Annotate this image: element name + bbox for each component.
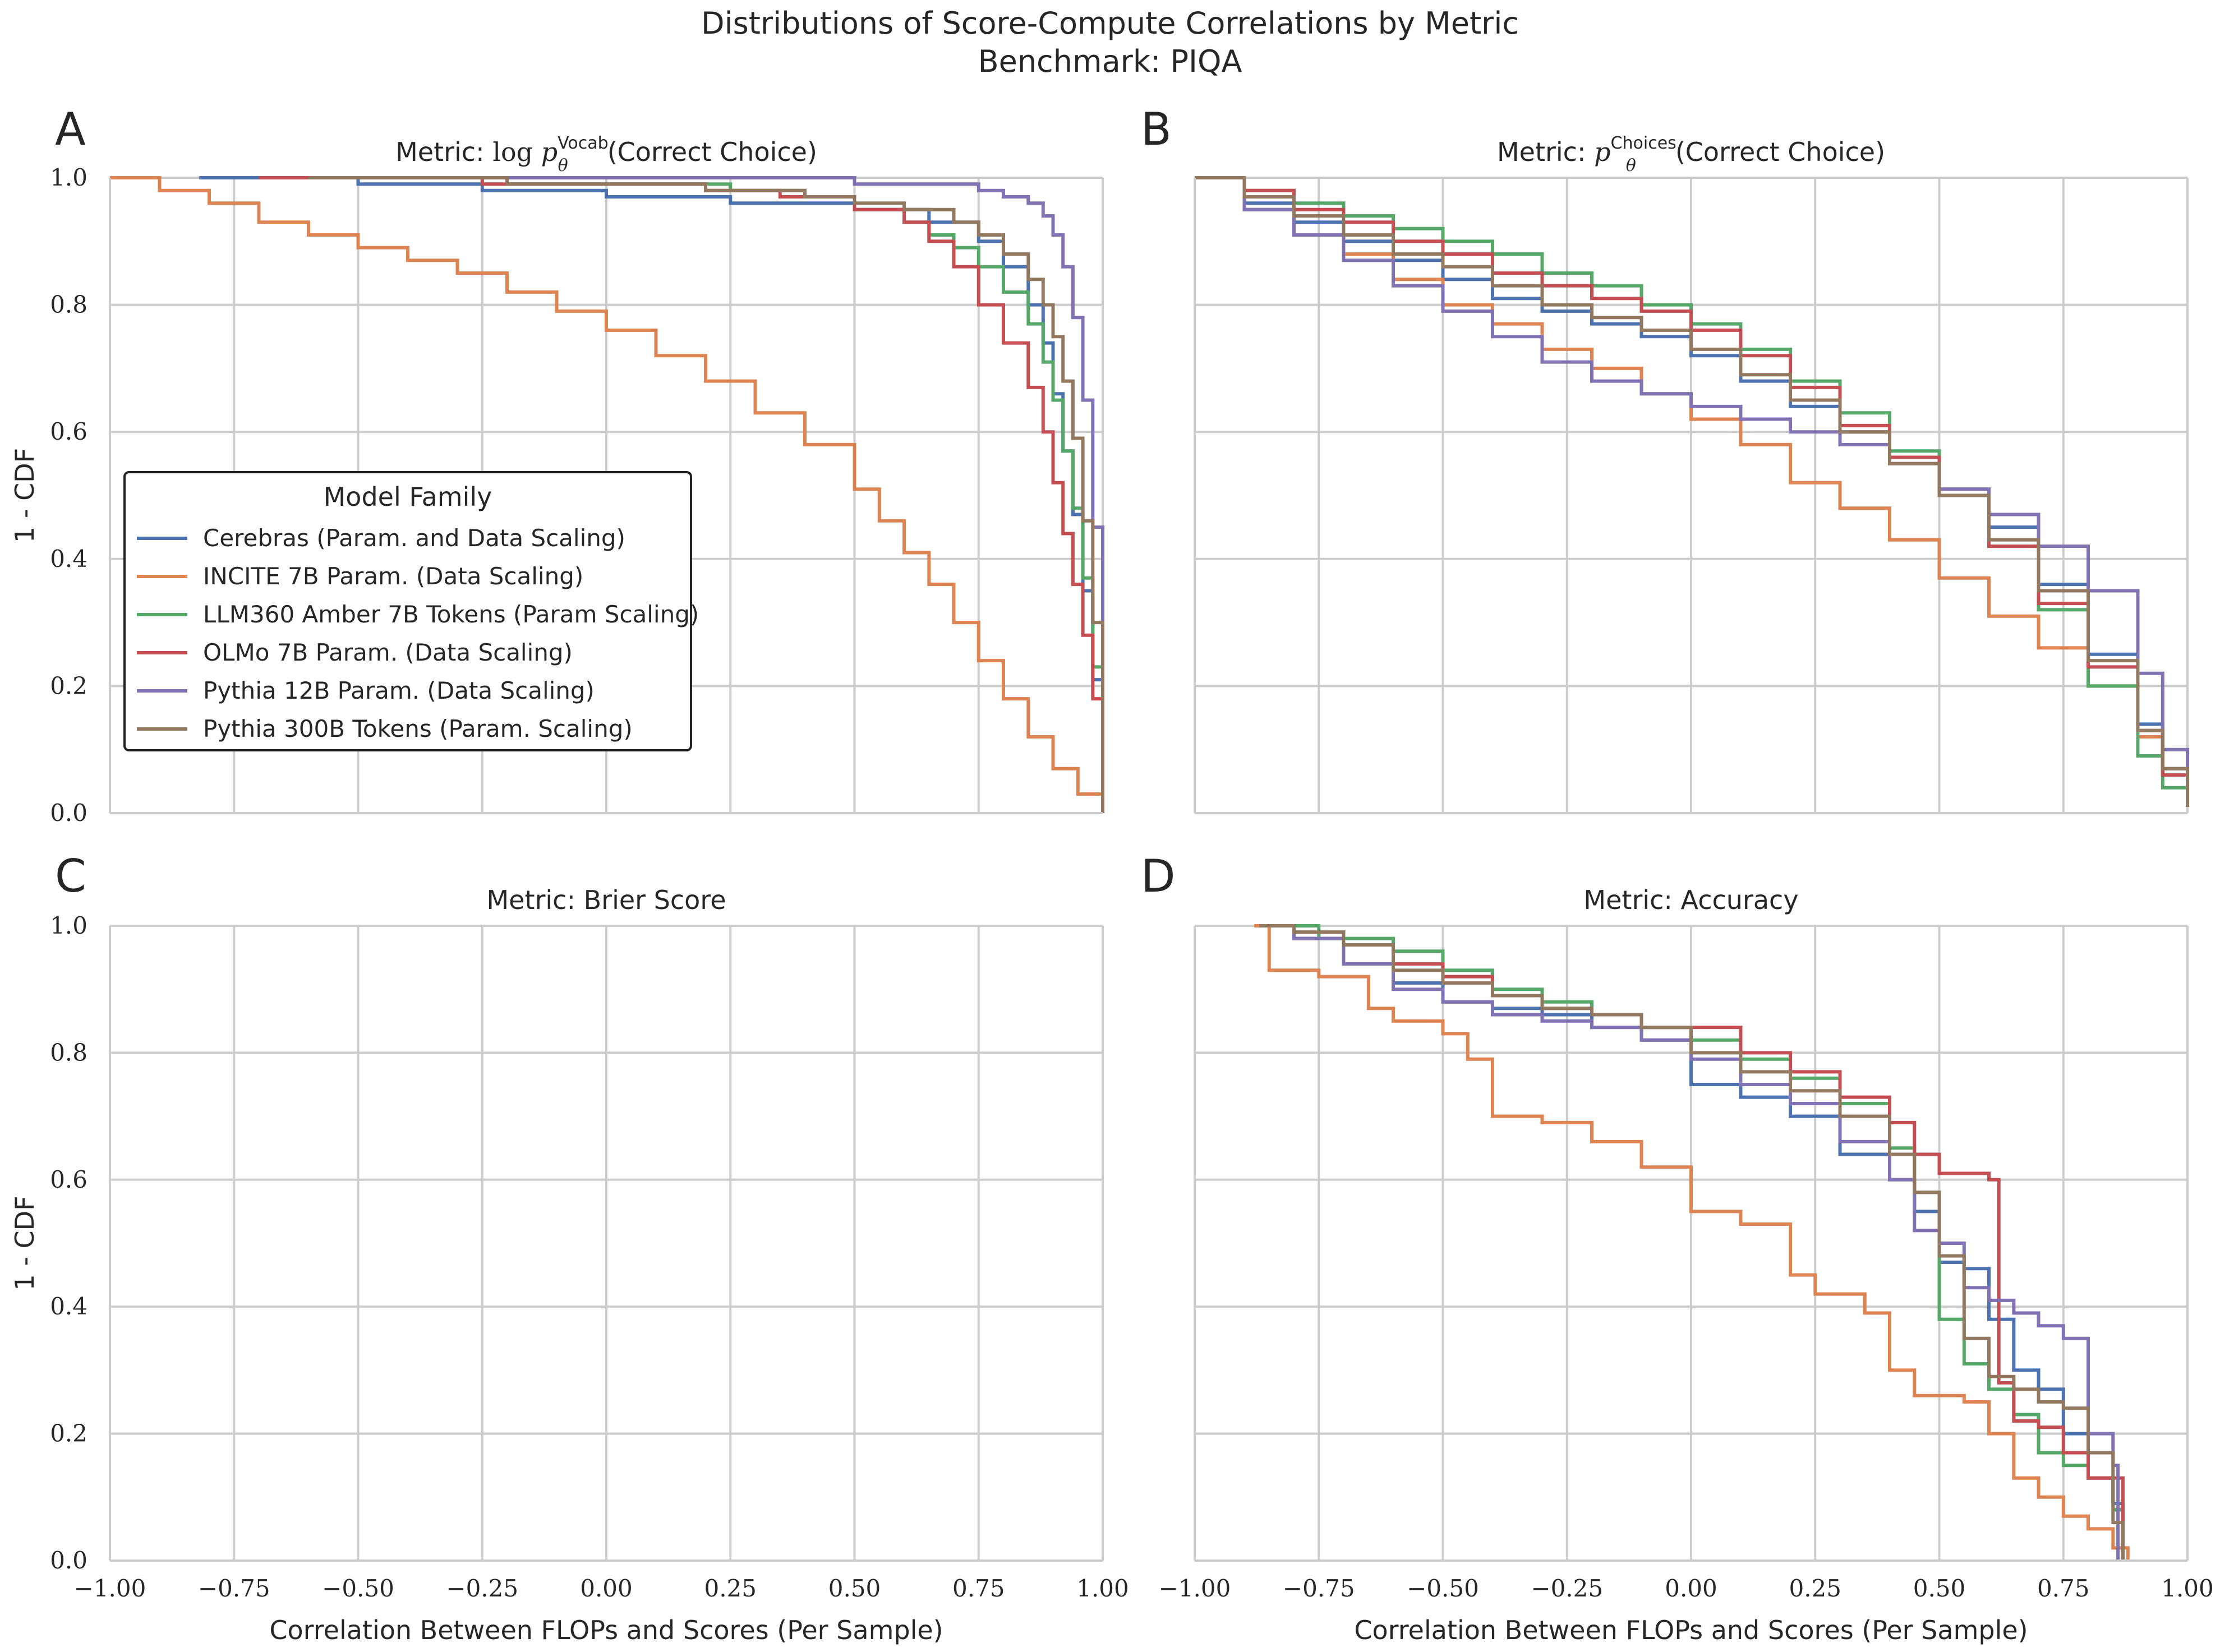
legend-title: Model Family xyxy=(324,482,492,512)
legend-entry: Cerebras (Param. and Data Scaling) xyxy=(203,524,625,552)
y-tick-label: 0.0 xyxy=(50,799,87,827)
x-tick-label: −0.50 xyxy=(322,1575,394,1602)
x-tick-label: −1.00 xyxy=(1159,1575,1231,1602)
legend-entry: Pythia 300B Tokens (Param. Scaling) xyxy=(203,715,633,742)
panel-letter: B xyxy=(1141,103,1172,155)
x-tick-label: −0.75 xyxy=(1283,1575,1355,1602)
y-tick-label: 0.2 xyxy=(50,1420,87,1447)
y-tick-label: 0.0 xyxy=(50,1547,87,1574)
series-line xyxy=(1195,176,2189,801)
panel-letter: A xyxy=(55,103,86,155)
x-tick-label: 0.50 xyxy=(828,1575,881,1602)
series-line xyxy=(1259,924,2125,1561)
panel-B: B Metric: pChoices θ (Correct Choice) xyxy=(1141,103,2189,814)
series-line xyxy=(110,176,1104,813)
x-tick-label: 0.75 xyxy=(2037,1575,2090,1602)
legend-entry: LLM360 Amber 7B Tokens (Param Scaling) xyxy=(203,601,699,628)
series-line xyxy=(308,176,1104,813)
panel-title: Metric: pChoices θ (Correct Choice) xyxy=(1497,133,1885,176)
x-tick-label: 0.00 xyxy=(1665,1575,1717,1602)
legend-entry: INCITE 7B Param. (Data Scaling) xyxy=(203,562,583,590)
legend-frame xyxy=(123,471,692,751)
panel-C: C −1.00 −0.75 −0.50 −0.25 0.00 0.25 0.50 0.75 1.0… xyxy=(10,850,1129,1645)
legend-entry: OLMo 7B Param. (Data Scaling) xyxy=(203,639,573,666)
figure-subtitle: Benchmark: PIQA xyxy=(978,44,1242,79)
x-tick-label: −1.00 xyxy=(74,1575,146,1602)
panel-title: Metric: Brier Score xyxy=(486,885,726,915)
x-tick-label: 0.75 xyxy=(952,1575,1005,1602)
panel-title: Metric: log pVocab θ (Correct Choice) xyxy=(395,133,817,176)
y-tick-label: 1.0 xyxy=(50,912,87,939)
y-axis-label: 1 - CDF xyxy=(10,1196,40,1290)
panel-letter: C xyxy=(55,850,86,902)
y-tick-label: 0.4 xyxy=(50,545,87,573)
series-line xyxy=(1259,924,2125,1561)
panel-letter: D xyxy=(1141,850,1176,902)
x-tick-label: 0.50 xyxy=(1913,1575,1966,1602)
legend-entry: Pythia 12B Param. (Data Scaling) xyxy=(203,677,595,704)
x-tick-label: 1.00 xyxy=(2161,1575,2214,1602)
y-axis-label: 1 - CDF xyxy=(10,448,40,543)
x-axis-label: Correlation Between FLOPs and Scores (Pe… xyxy=(1354,1615,2028,1645)
x-tick-label: 0.25 xyxy=(704,1575,757,1602)
x-tick-label: 1.00 xyxy=(1076,1575,1129,1602)
x-tick-label: −0.25 xyxy=(446,1575,518,1602)
panel-D: D −1.00 −0.75 −0.50 −0.25 0.00 0.25 0.50 0.75 1.0… xyxy=(1141,850,2214,1645)
x-tick-label: 0.25 xyxy=(1789,1575,1841,1602)
x-tick-label: −0.50 xyxy=(1407,1575,1479,1602)
y-tick-label: 0.6 xyxy=(50,1166,87,1193)
y-tick-label: 0.8 xyxy=(50,291,87,319)
panel-title: Metric: Accuracy xyxy=(1583,885,1798,915)
x-tick-label: 0.00 xyxy=(580,1575,633,1602)
x-tick-label: −0.75 xyxy=(198,1575,270,1602)
legend: Model Family Cerebras (Param. and Data Sc… xyxy=(123,471,699,751)
y-tick-label: 1.0 xyxy=(50,164,87,191)
y-tick-label: 0.4 xyxy=(50,1293,87,1320)
x-axis-label: Correlation Between FLOPs and Scores (Pe… xyxy=(269,1615,943,1645)
series-line xyxy=(1254,924,2130,1561)
series-line xyxy=(1195,176,2189,807)
series-line xyxy=(358,176,1104,813)
y-tick-label: 0.6 xyxy=(50,418,87,445)
y-tick-label: 0.2 xyxy=(50,672,87,699)
x-tick-label: −0.25 xyxy=(1531,1575,1603,1602)
y-tick-label: 0.8 xyxy=(50,1039,87,1066)
figure-title: Distributions of Score-Compute Correlati… xyxy=(701,6,1519,41)
